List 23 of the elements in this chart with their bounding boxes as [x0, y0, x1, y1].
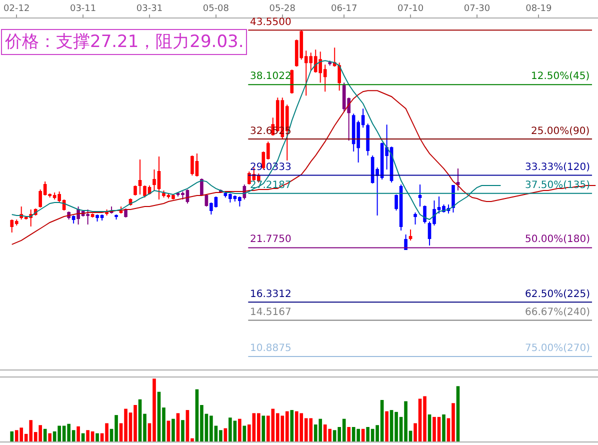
x-tick-label: 03-11: [70, 4, 96, 14]
annotation: 12.50%(45): [531, 71, 590, 82]
ref-line-label: 10.8875: [250, 343, 292, 354]
annotation: 75.00%(270): [525, 343, 590, 354]
x-tick-label: 07-30: [464, 4, 490, 14]
text: 价格：支撑27.21，阻力29.03.: [4, 32, 244, 52]
annotation: 50.00%(180): [525, 234, 590, 245]
ref-line-label: 14.5167: [250, 307, 292, 318]
annotation: 37.50%(135): [525, 180, 590, 191]
x-tick-label: 05-08: [202, 4, 230, 14]
x-tick-label: 05-28: [269, 4, 296, 14]
x-tick-label: 07-10: [397, 4, 424, 14]
annotation: 33.33%(120): [525, 162, 590, 173]
ref-line-label: 16.3312: [250, 289, 292, 300]
annotation: 25.00%(90): [531, 126, 590, 137]
x-tick-label: 08-19: [526, 4, 552, 14]
x-tick-label: 03-31: [136, 4, 163, 14]
x-tick-label: 02-12: [4, 4, 30, 14]
annotation: 66.67%(240): [525, 307, 590, 318]
ref-line-label: 21.7750: [250, 234, 292, 245]
ref-line-label: 43.5500: [250, 17, 292, 28]
annotation: 62.50%(225): [525, 289, 590, 300]
x-tick-label: 06-17: [331, 4, 358, 14]
